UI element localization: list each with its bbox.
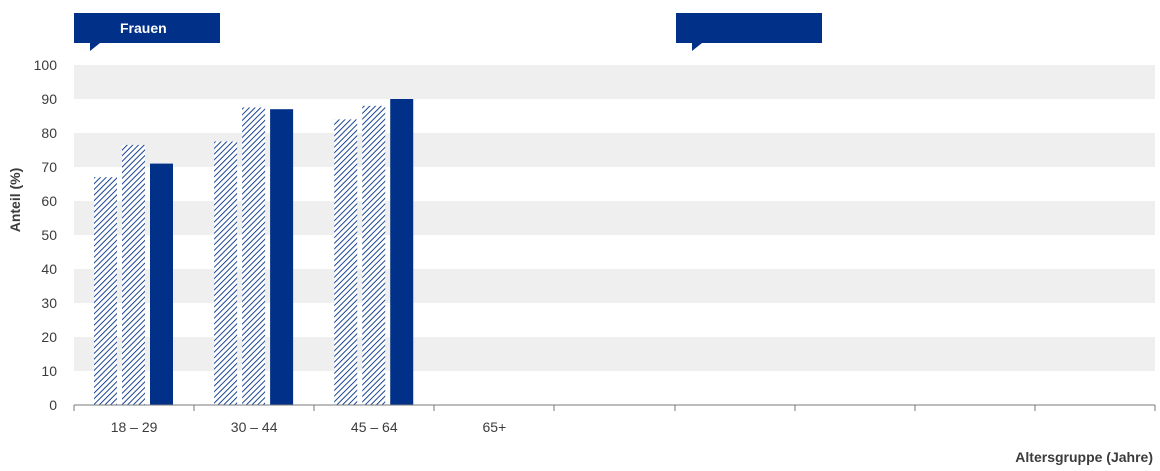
y-tick-label: 60 bbox=[41, 193, 57, 209]
y-tick-label: 20 bbox=[41, 329, 57, 345]
bar-frauen-1-2 bbox=[270, 109, 294, 405]
bar-frauen-1-1 bbox=[242, 107, 266, 405]
y-tick-label: 80 bbox=[41, 125, 57, 141]
y-tick-label: 100 bbox=[34, 57, 58, 73]
bar-frauen-0-1 bbox=[122, 144, 145, 405]
axes bbox=[73, 404, 1156, 411]
bar-frauen-2-1 bbox=[362, 105, 386, 406]
x-tick-label: 18 – 29 bbox=[111, 419, 158, 435]
bar-frauen-2-2 bbox=[390, 99, 414, 405]
bar-frauen-2-0 bbox=[334, 119, 358, 406]
bar-frauen-1-0 bbox=[214, 141, 238, 405]
panel-label-maenner bbox=[676, 13, 822, 51]
y-tick-label: 0 bbox=[49, 397, 57, 413]
y-tick-label: 70 bbox=[41, 159, 57, 175]
y-tick-label: 30 bbox=[41, 295, 57, 311]
y-tick-label: 10 bbox=[41, 363, 57, 379]
bar-frauen-0-0 bbox=[94, 177, 117, 405]
x-tick-label: 30 – 44 bbox=[231, 419, 278, 435]
bar-frauen-0-2 bbox=[150, 163, 173, 405]
y-tick-label: 50 bbox=[41, 227, 57, 243]
x-tick-label: 45 – 64 bbox=[351, 419, 398, 435]
y-tick-label: 90 bbox=[41, 91, 57, 107]
y-axis-label: Anteil (%) bbox=[7, 168, 23, 233]
panel-label-frauen: Frauen bbox=[74, 13, 220, 51]
axis-labels: 0 10 20 30 40 50 60 70 80 90 100 18 – 29 30 – 44 45 –… bbox=[7, 57, 1153, 465]
bars bbox=[94, 99, 414, 406]
x-axis-label: Altersgruppe (Jahre) bbox=[1015, 449, 1153, 465]
grid-band bbox=[74, 65, 1155, 99]
y-tick-label: 40 bbox=[41, 261, 57, 277]
x-tick-label: 65+ bbox=[483, 419, 507, 435]
